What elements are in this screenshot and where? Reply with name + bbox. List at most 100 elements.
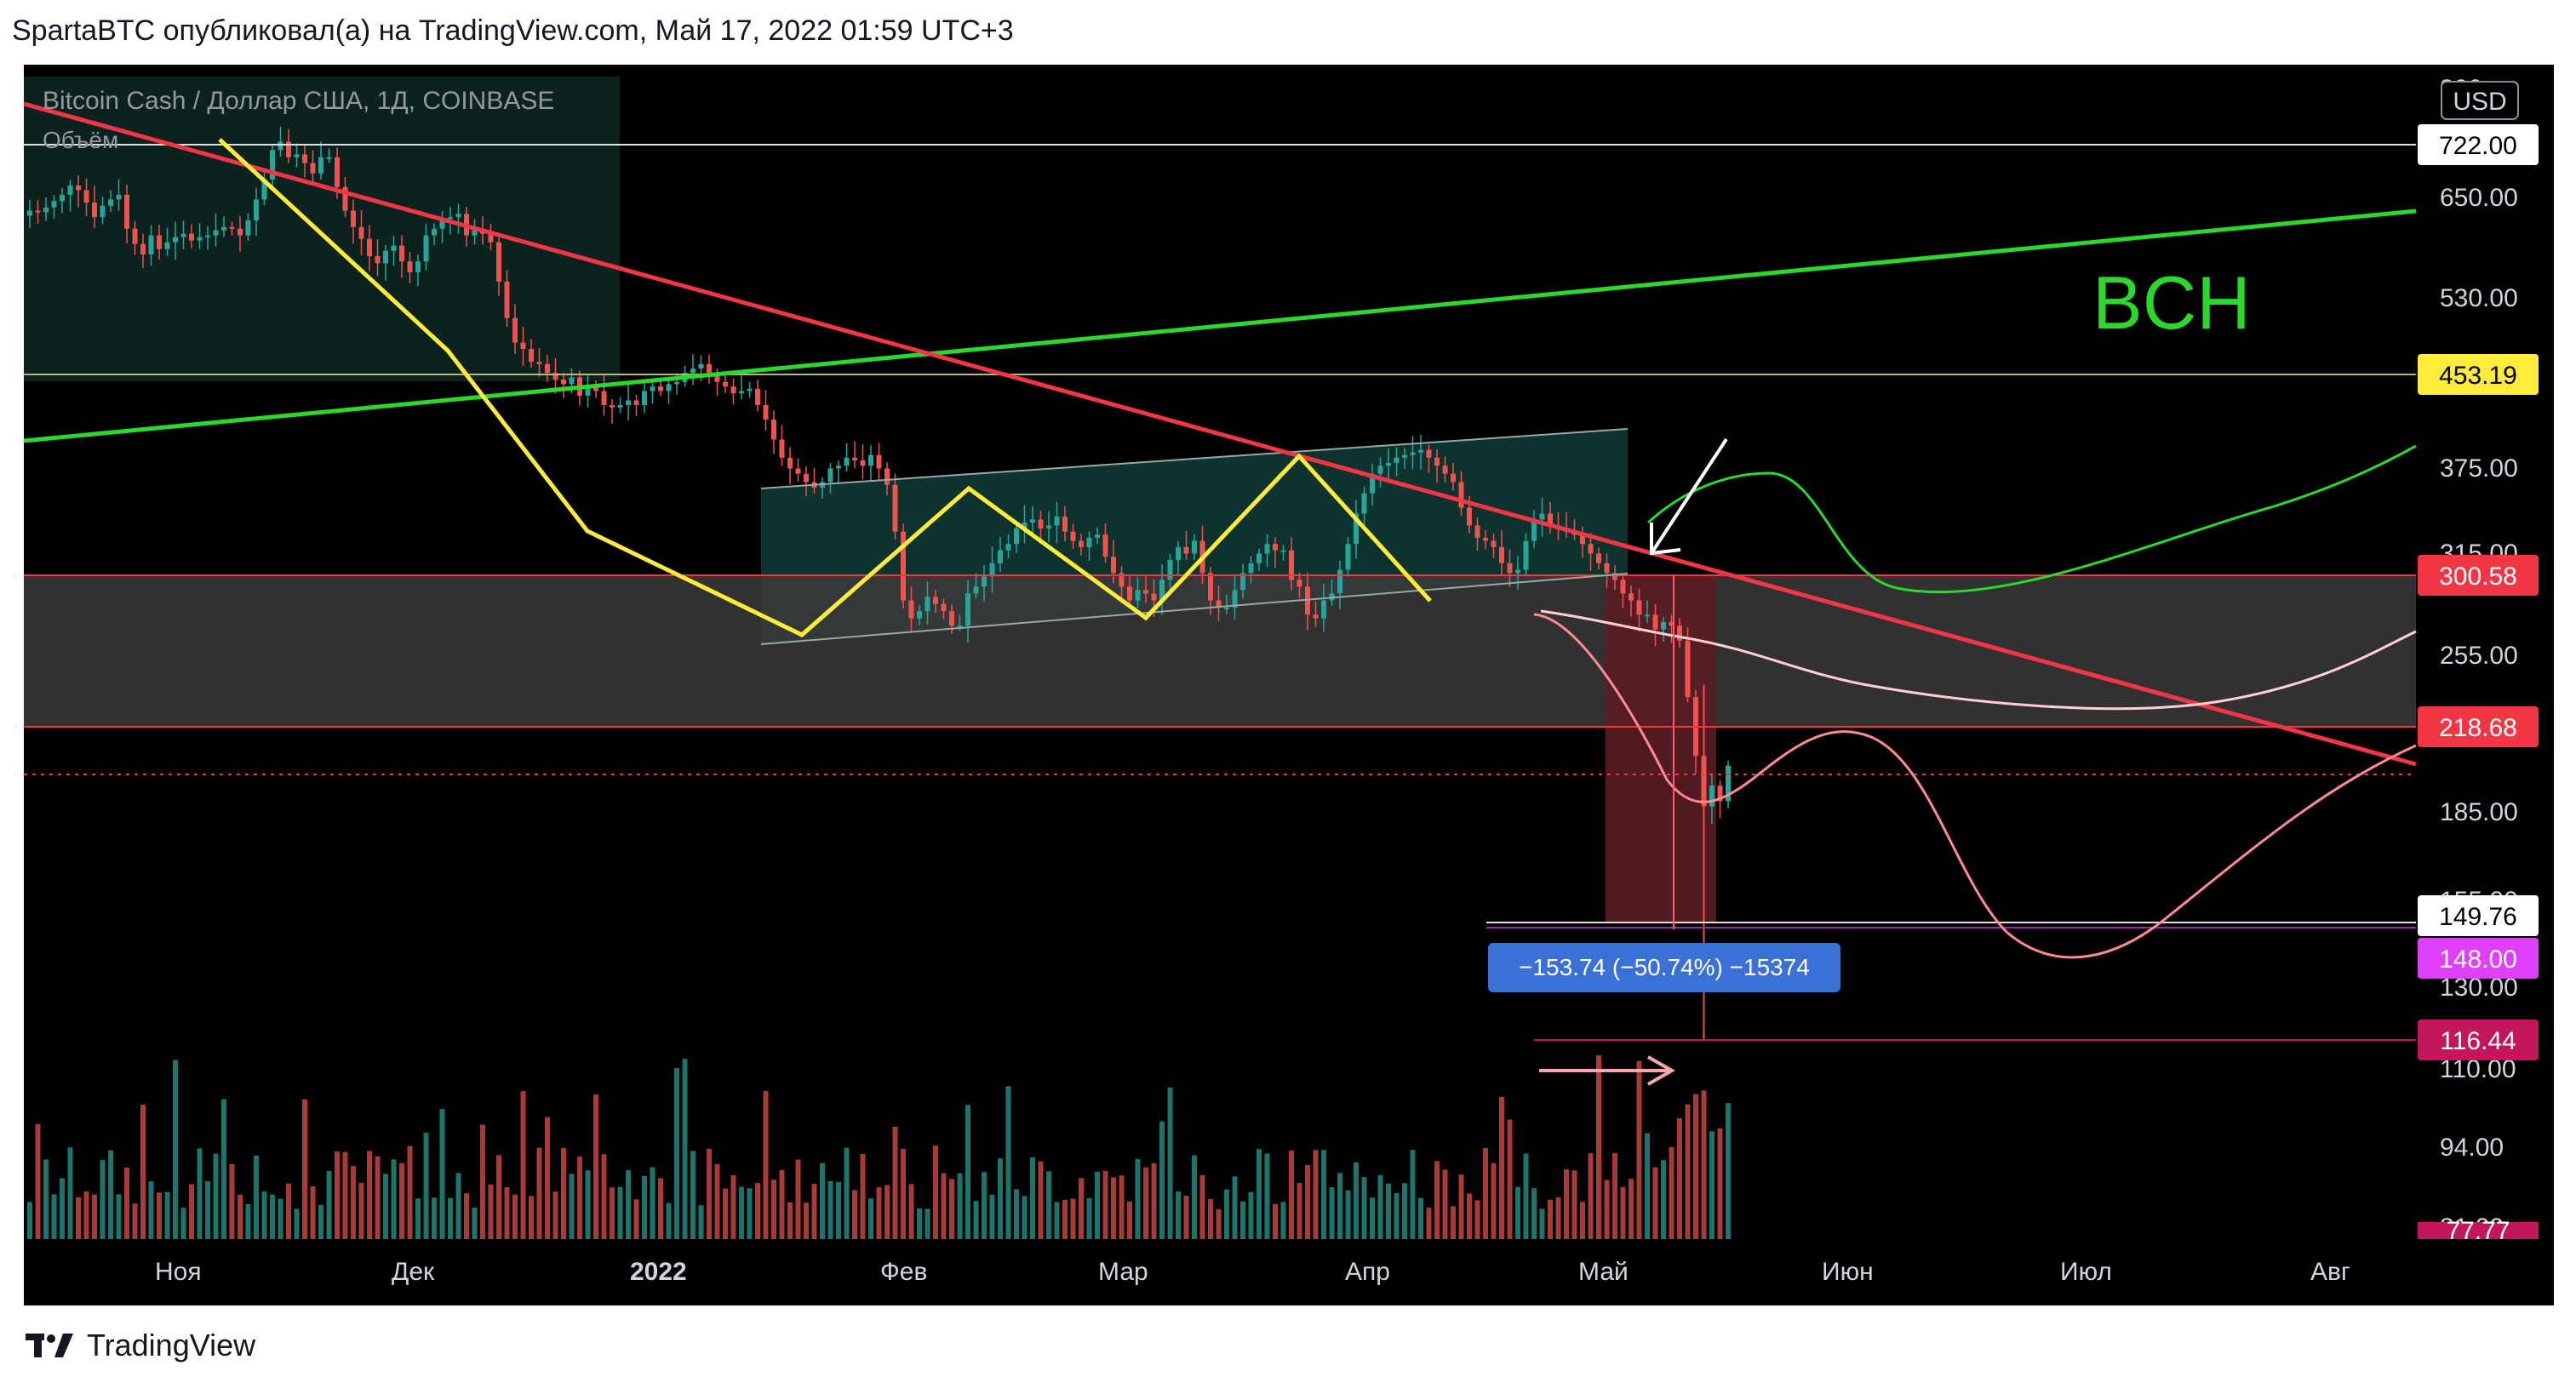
candle-body xyxy=(998,550,1003,563)
candle-body xyxy=(1192,540,1197,554)
price-chart[interactable]: −153.74 (−50.74%) −15374 Bitcoin Cash / … xyxy=(24,65,2554,1305)
candle-body xyxy=(1313,614,1319,619)
chart-panel[interactable]: −153.74 (−50.74%) −15374 Bitcoin Cash / … xyxy=(24,65,2554,1305)
candle-body xyxy=(100,205,106,218)
volume-bar xyxy=(60,1178,65,1239)
volume-bar xyxy=(1531,1188,1537,1239)
volume-bar xyxy=(650,1167,655,1239)
volume-bar xyxy=(1102,1170,1108,1239)
volume-bar xyxy=(682,1059,688,1239)
volume-bar xyxy=(1661,1160,1666,1239)
volume-bar xyxy=(67,1147,73,1239)
volume-bar xyxy=(707,1148,712,1239)
volume-bar xyxy=(892,1127,898,1239)
candle-body xyxy=(1095,534,1100,538)
volume-bar xyxy=(868,1198,873,1239)
volume-bar xyxy=(1354,1162,1359,1239)
price-axis[interactable]: 800 650.00 530.00 375.00 315.00 255.00 1… xyxy=(2440,75,2518,1242)
candle-body xyxy=(1620,580,1626,594)
candle-body xyxy=(1661,621,1666,630)
candle-body xyxy=(901,531,906,601)
candle-body xyxy=(690,368,696,374)
volume-bar xyxy=(1014,1189,1019,1239)
volume-bar xyxy=(1192,1155,1197,1239)
volume-bar xyxy=(1176,1191,1181,1239)
currency-badge-box[interactable] xyxy=(2441,81,2519,120)
time-label-jul: Июл xyxy=(2060,1258,2112,1286)
candle-body xyxy=(1022,522,1028,529)
candle-body xyxy=(270,150,275,180)
candle-body xyxy=(1232,590,1238,608)
volume-bar xyxy=(1474,1200,1480,1239)
volume-bar xyxy=(1361,1177,1367,1239)
volume-bar xyxy=(1046,1171,1051,1239)
volume-bar xyxy=(642,1175,647,1239)
candle-body xyxy=(1418,449,1423,453)
currency-badge[interactable]: USD xyxy=(2453,88,2506,116)
candle-body xyxy=(941,603,947,612)
candle-body xyxy=(884,468,890,485)
volume-bar xyxy=(35,1123,41,1239)
candle-body xyxy=(1240,573,1245,591)
candle-body xyxy=(1531,519,1537,541)
candle-body xyxy=(1499,546,1504,563)
volume-bar xyxy=(157,1192,162,1239)
volume-bar xyxy=(626,1169,631,1239)
candle-body xyxy=(310,163,316,174)
volume-bar xyxy=(1289,1150,1294,1239)
candle-body xyxy=(739,391,744,394)
candle-body xyxy=(1370,473,1375,494)
candle-body xyxy=(1474,525,1480,538)
volume-bar xyxy=(989,1194,995,1239)
candle-body xyxy=(1176,546,1181,560)
candle-body xyxy=(868,454,873,466)
tradingview-logo[interactable]: TradingView xyxy=(26,1324,255,1367)
badge-218-bg xyxy=(2418,706,2539,747)
volume-bar xyxy=(601,1154,607,1239)
volume-bar xyxy=(561,1147,566,1239)
volume-bar xyxy=(852,1190,857,1239)
candle-body xyxy=(973,586,979,594)
yellow-pattern xyxy=(218,138,1432,637)
volume-bar xyxy=(164,1191,170,1239)
candle-body xyxy=(1062,516,1068,532)
volume-bar xyxy=(1224,1189,1229,1239)
candle-body xyxy=(844,457,850,466)
candle-body xyxy=(1005,544,1011,551)
volume-bar xyxy=(302,1099,307,1239)
candle-body xyxy=(254,199,259,220)
volume-bar xyxy=(536,1147,542,1239)
volume-bar xyxy=(1313,1150,1319,1239)
volume-bar xyxy=(908,1184,914,1239)
volume-bar xyxy=(1548,1199,1553,1239)
green-projection xyxy=(1646,444,2417,594)
volume-bar xyxy=(1345,1190,1351,1239)
badge-722: 722.00 xyxy=(2439,132,2517,160)
candle-body xyxy=(335,157,340,187)
candle-body xyxy=(504,281,510,318)
candle-body xyxy=(1127,586,1132,601)
candle-body xyxy=(1224,607,1229,609)
channel-upper xyxy=(760,428,1629,489)
volume-bar xyxy=(92,1194,97,1239)
candle-body xyxy=(432,228,437,236)
volume-bar xyxy=(76,1197,81,1239)
volume-bar xyxy=(1410,1150,1416,1239)
volume-bar xyxy=(1458,1174,1464,1239)
volume-bar xyxy=(261,1191,267,1239)
volume-bar xyxy=(1571,1170,1577,1239)
candle-body xyxy=(1377,466,1383,474)
footer xyxy=(0,1305,2576,1388)
badge-218: 218.68 xyxy=(2439,714,2517,742)
time-axis[interactable]: Ноя Дек 2022 Фев Мар Апр Май Июн Июл Авг xyxy=(24,1239,2554,1305)
candle-body xyxy=(1629,593,1634,601)
price-tick-530: 530.00 xyxy=(2440,284,2518,312)
volume-bar xyxy=(375,1156,381,1239)
badge-453: 453.19 xyxy=(2439,362,2517,390)
candle-body xyxy=(698,363,704,368)
white-arrow-shaft xyxy=(1650,437,1728,555)
volume-bar xyxy=(957,1173,963,1239)
candle-body xyxy=(892,484,898,532)
price-tick-650: 650.00 xyxy=(2440,184,2518,212)
bch-annotation: BCH xyxy=(2092,260,2251,345)
